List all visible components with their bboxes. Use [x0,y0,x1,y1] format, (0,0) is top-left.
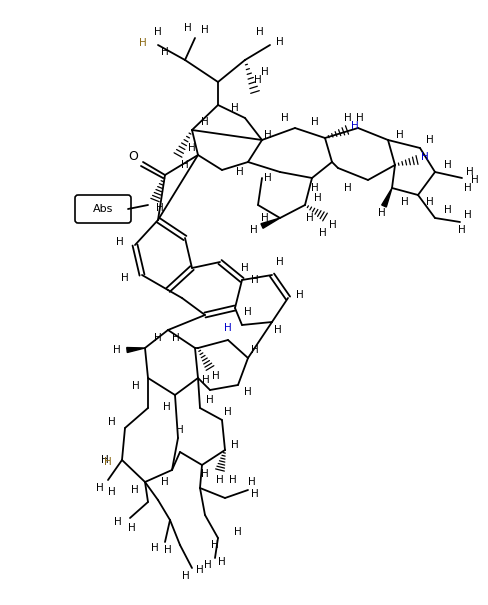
Text: H: H [201,117,208,127]
Text: H: H [108,417,116,427]
Text: H: H [251,345,258,355]
Text: H: H [218,557,225,567]
Text: H: H [202,375,209,385]
Text: H: H [355,113,363,123]
Text: H: H [256,27,264,37]
Text: H: H [305,213,313,223]
Text: H: H [182,571,189,581]
Text: H: H [229,475,236,485]
Text: H: H [310,117,318,127]
Text: H: H [201,25,208,35]
Text: H: H [463,210,471,220]
Text: H: H [128,523,136,533]
Text: H: H [274,325,281,335]
Text: H: H [203,560,211,570]
Text: H: H [261,213,268,223]
Text: H: H [247,477,255,487]
Polygon shape [261,218,280,228]
Text: H: H [236,167,244,177]
Text: H: H [224,407,231,417]
Text: H: H [212,371,220,381]
Text: H: H [196,565,203,575]
Polygon shape [126,347,145,353]
Text: H: H [121,273,129,283]
Text: H: H [344,183,351,193]
Text: H: H [161,47,168,57]
Text: H: H [154,333,162,343]
Text: H: H [319,228,326,238]
Text: H: H [344,113,351,123]
Text: H: H [463,183,471,193]
Text: H: H [276,37,284,47]
Text: H: H [276,257,284,267]
Text: H: H [139,38,146,48]
Text: H: H [296,290,303,300]
Text: H: H [231,440,238,450]
Text: H: H [420,152,428,162]
Text: H: H [244,307,251,317]
Text: H: H [101,455,109,465]
Text: H: H [465,167,473,177]
Text: H: H [281,113,288,123]
Text: H: H [251,489,258,499]
Text: H: H [425,197,433,207]
Text: H: H [206,395,213,405]
Polygon shape [381,188,391,207]
Text: H: H [250,225,257,235]
Text: H: H [113,345,121,355]
Text: H: H [104,457,112,467]
Text: O: O [128,151,138,163]
Text: H: H [241,263,248,273]
Text: H: H [251,275,258,285]
Text: H: H [156,203,163,213]
Text: H: H [211,540,219,550]
Text: H: H [132,381,140,391]
Text: H: H [172,333,180,343]
Text: H: H [234,527,242,537]
Text: H: H [457,225,465,235]
Text: H: H [96,483,103,493]
Text: H: H [395,130,403,140]
Text: H: H [151,543,159,553]
Text: H: H [264,173,271,183]
Text: H: H [161,477,168,487]
Text: H: H [216,475,224,485]
Text: H: H [261,67,268,77]
Text: H: H [184,23,191,33]
Text: H: H [181,160,188,170]
Text: H: H [163,402,170,412]
Text: H: H [328,220,336,230]
Text: H: H [310,183,318,193]
Text: H: H [188,143,196,153]
Text: H: H [114,517,122,527]
Text: H: H [313,193,321,203]
Text: Abs: Abs [93,204,113,214]
Text: H: H [131,485,139,495]
Text: H: H [108,487,116,497]
Text: H: H [254,75,262,85]
Text: H: H [425,135,433,145]
Text: H: H [244,387,251,397]
Text: H: H [116,237,123,247]
Text: H: H [164,545,171,555]
Text: H: H [400,197,408,207]
Text: H: H [443,160,451,170]
Text: H: H [154,27,162,37]
Text: H: H [176,425,183,435]
Text: H: H [231,103,238,113]
Text: H: H [377,208,385,218]
Text: H: H [350,121,358,131]
Text: H: H [224,323,231,333]
Text: H: H [443,205,451,215]
FancyBboxPatch shape [75,195,131,223]
Text: H: H [201,469,208,479]
Text: H: H [470,175,478,185]
Text: H: H [264,130,271,140]
